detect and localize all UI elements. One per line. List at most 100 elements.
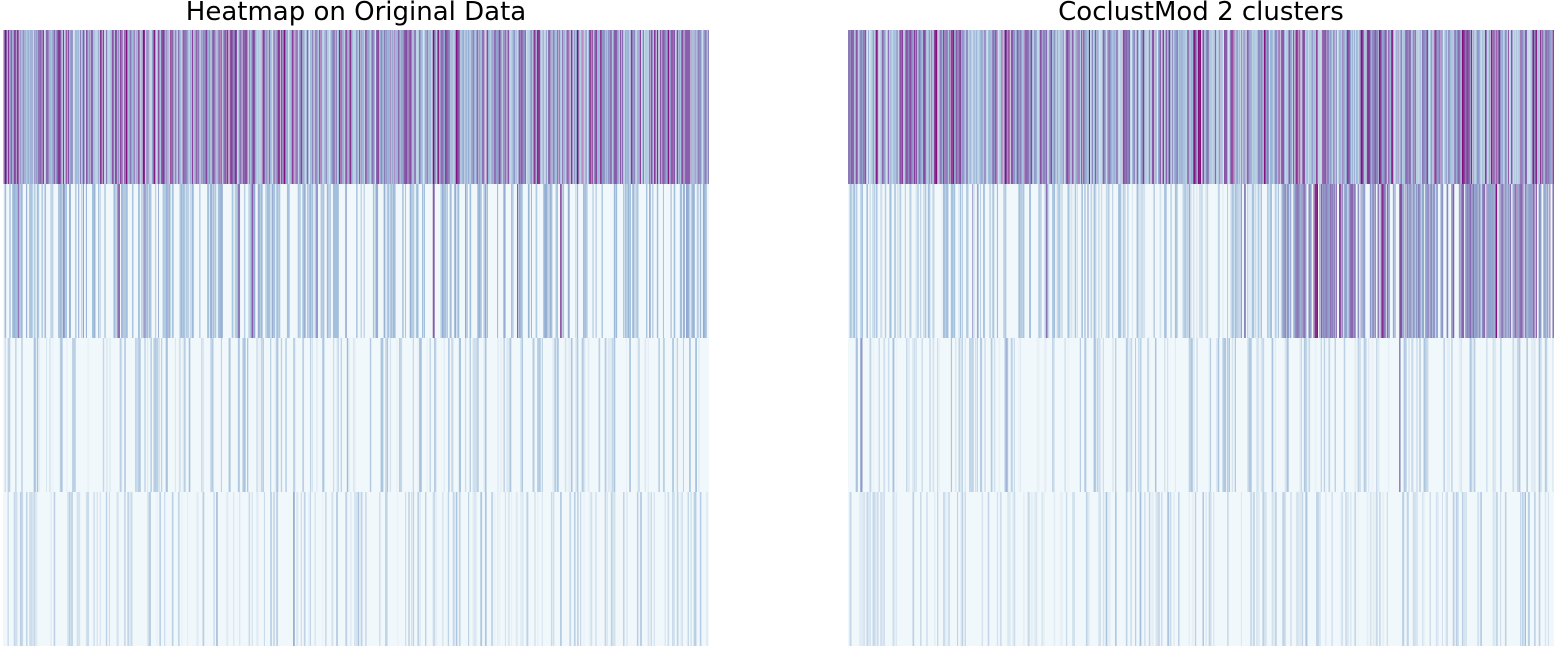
heatmap-cell (1196, 338, 1198, 492)
heatmap-cell (382, 30, 384, 184)
heatmap-cell (1334, 184, 1336, 338)
heatmap-cell (1064, 338, 1066, 492)
heatmap-cell (460, 30, 463, 184)
heatmap-cell (237, 184, 241, 338)
heatmap-cell (125, 184, 128, 338)
heatmap-cell (1019, 338, 1022, 492)
heatmap-cell (1535, 184, 1537, 338)
heatmap-cell (1247, 184, 1249, 338)
heatmap-cell (1167, 492, 1170, 646)
heatmap-cell (116, 492, 119, 646)
heatmap-cell (481, 30, 484, 184)
heatmap-cell (1325, 30, 1327, 184)
heatmap-cell (577, 338, 579, 492)
heatmap-cell (626, 184, 628, 338)
heatmap-cell (346, 338, 349, 492)
heatmap-cell (964, 338, 966, 492)
heatmap-cell (1283, 492, 1286, 646)
heatmap-cell (944, 184, 947, 338)
heatmap-cell (629, 30, 631, 184)
heatmap-cell (375, 184, 379, 338)
heatmap-cell (233, 492, 235, 646)
heatmap-cell (1475, 30, 1478, 184)
heatmap-cell (250, 30, 253, 184)
heatmap-cell (1544, 30, 1547, 184)
heatmap-cell (130, 30, 132, 184)
heatmap-cell (1432, 30, 1434, 184)
heatmap-cell (1231, 338, 1234, 492)
heatmap-cell (892, 338, 895, 492)
heatmap-cell (417, 338, 419, 492)
heatmap-cell (1250, 492, 1253, 646)
heatmap-cell (679, 30, 682, 184)
heatmap-cell (1302, 30, 1305, 184)
heatmap-cell (996, 184, 999, 338)
heatmap-cell (672, 30, 674, 184)
heatmap-cell (1262, 492, 1265, 646)
heatmap-cell (883, 338, 886, 492)
heatmap-cell (164, 184, 166, 338)
heatmap-cell (156, 30, 159, 184)
heatmap-cell (487, 30, 491, 184)
heatmap-cell (975, 338, 977, 492)
heatmap-cell (151, 30, 154, 184)
heatmap-cell (1352, 184, 1355, 338)
heatmap-cell (1159, 184, 1162, 338)
heatmap-cell (102, 30, 105, 184)
heatmap-cell (85, 492, 88, 646)
heatmap-cell (667, 30, 670, 184)
heatmap-cell (480, 184, 482, 338)
heatmap-cell (1448, 338, 1450, 492)
heatmap-cell (1290, 492, 1293, 646)
heatmap-cell (1231, 184, 1234, 338)
heatmap-cell (115, 30, 117, 184)
heatmap-cell (65, 338, 68, 492)
heatmap-cell (1139, 338, 1142, 492)
heatmap-cell (1507, 184, 1510, 338)
heatmap-cell (1317, 492, 1319, 646)
heatmap-cell (124, 338, 126, 492)
heatmap-cell (1471, 30, 1473, 184)
heatmap-cell (19, 492, 22, 646)
heatmap-cell (334, 30, 336, 184)
heatmap-cell (507, 30, 510, 184)
heatmap-cell (200, 338, 203, 492)
heatmap-cell (649, 184, 651, 338)
heatmap-cell (1380, 184, 1383, 338)
heatmap-cell (889, 184, 892, 338)
heatmap-cell (861, 30, 864, 184)
heatmap-cell (1290, 184, 1292, 338)
heatmap-cell (286, 184, 289, 338)
heatmap-cell (26, 492, 28, 646)
heatmap-cell (168, 30, 170, 184)
heatmap-cell (1006, 30, 1008, 184)
heatmap-cell (309, 338, 312, 492)
heatmap-cell (975, 30, 978, 184)
heatmap-cell (365, 492, 367, 646)
heatmap-cell (512, 184, 514, 338)
heatmap-cell (989, 184, 992, 338)
heatmap-cell (411, 492, 413, 646)
heatmap-cell (187, 492, 189, 646)
heatmap-cell (236, 184, 239, 338)
heatmap-cell (1296, 492, 1299, 646)
heatmap-cell (973, 184, 975, 338)
heatmap-cell (369, 338, 372, 492)
heatmap-cell (1274, 338, 1277, 492)
heatmap-cell (1408, 338, 1410, 492)
heatmap-cell (87, 30, 89, 184)
heatmap-cell (385, 30, 388, 184)
heatmap-cell (293, 338, 296, 492)
heatmap-cell (386, 338, 389, 492)
heatmap-cell (897, 30, 899, 184)
heatmap-cell (872, 30, 875, 184)
heatmap-cell (248, 492, 251, 646)
heatmap-cell (1082, 30, 1085, 184)
heatmap-cell (1267, 184, 1269, 338)
heatmap-cell (1332, 184, 1335, 338)
heatmap-cell (386, 30, 389, 184)
heatmap-cell (560, 30, 561, 184)
heatmap-cell (1144, 30, 1146, 184)
heatmap-cell (1124, 30, 1126, 184)
heatmap-cell (1233, 184, 1235, 338)
